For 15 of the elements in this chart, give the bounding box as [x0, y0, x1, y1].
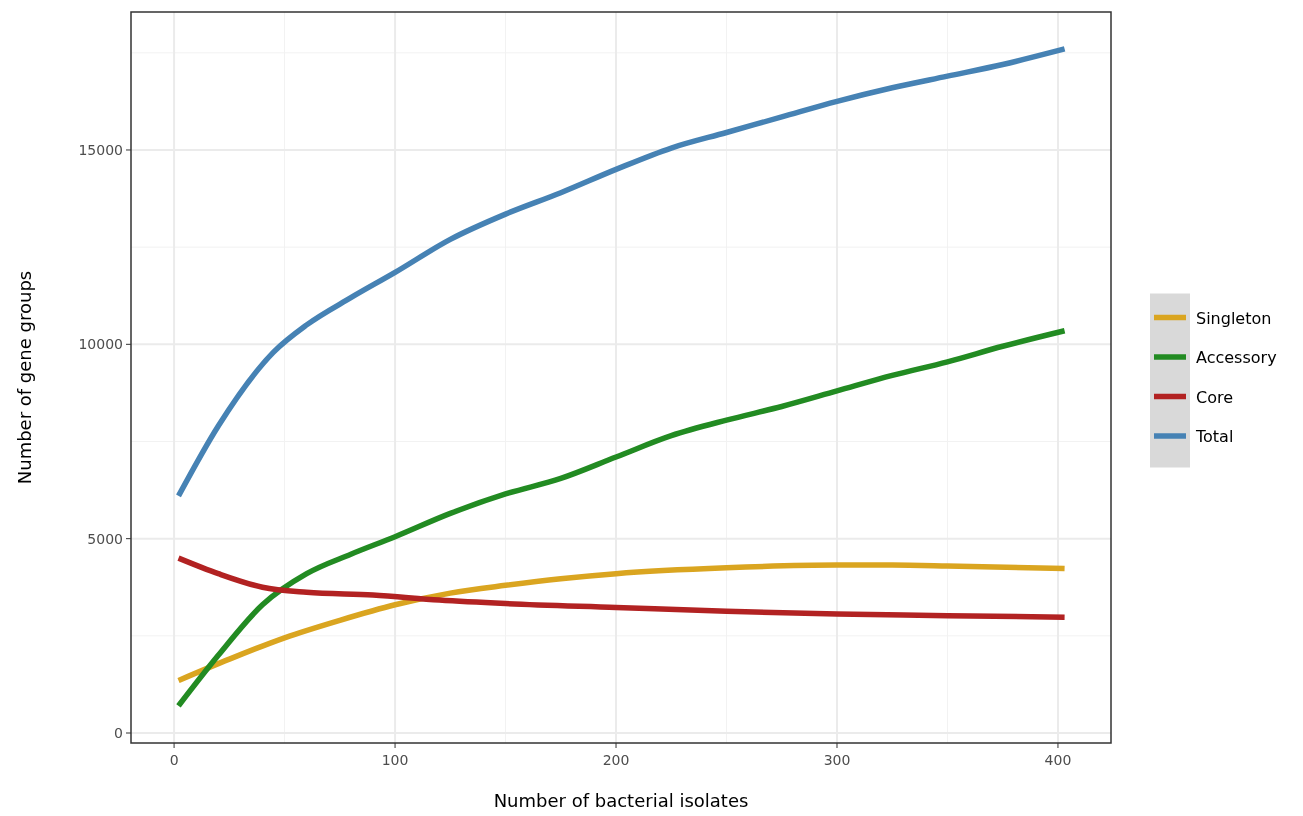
x-axis-title: Number of bacterial isolates: [493, 790, 749, 811]
x-tick-label: 0: [169, 752, 179, 768]
legend-label: Total: [1195, 427, 1234, 446]
y-tick-label: 15000: [78, 141, 123, 158]
x-tick-label: 200: [602, 752, 630, 768]
legend-label: Accessory: [1196, 348, 1277, 367]
y-axis-title: Number of gene groups: [14, 270, 35, 485]
x-tick-label: 100: [381, 752, 409, 768]
x-tick-label: 300: [823, 752, 851, 768]
y-tick-label: 5000: [87, 530, 123, 547]
y-tick-label: 10000: [78, 336, 123, 353]
legend-label: Core: [1196, 387, 1234, 407]
x-tick-label: 400: [1044, 752, 1072, 768]
legend-label: Singleton: [1196, 308, 1272, 328]
y-tick-label: 0: [114, 725, 123, 742]
